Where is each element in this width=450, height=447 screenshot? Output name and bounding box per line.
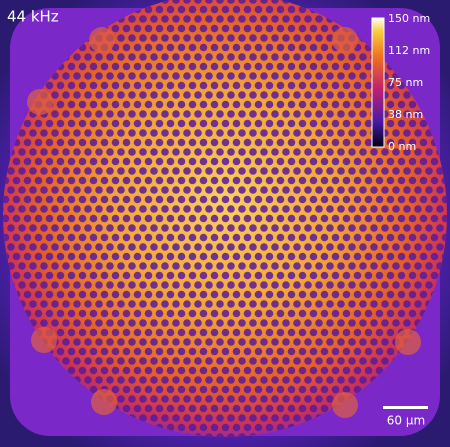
scale-bar-label: 60 µm bbox=[387, 414, 425, 428]
markers bbox=[27, 27, 421, 418]
marker bbox=[31, 327, 57, 353]
colorbar-label: 75 nm bbox=[388, 76, 423, 89]
marker bbox=[27, 89, 53, 115]
marker bbox=[332, 392, 358, 418]
marker bbox=[89, 27, 115, 53]
colorbar-label: 38 nm bbox=[388, 108, 423, 121]
colorbar-label: 112 nm bbox=[388, 44, 430, 57]
colorbar bbox=[371, 17, 385, 148]
colorbar-label: 150 nm bbox=[388, 12, 430, 25]
marker bbox=[395, 329, 421, 355]
colorbar-label: 0 nm bbox=[388, 140, 416, 153]
marker bbox=[332, 27, 358, 53]
marker bbox=[91, 389, 117, 415]
frequency-label: 44 kHz bbox=[7, 8, 59, 26]
scale-bar bbox=[383, 406, 428, 409]
